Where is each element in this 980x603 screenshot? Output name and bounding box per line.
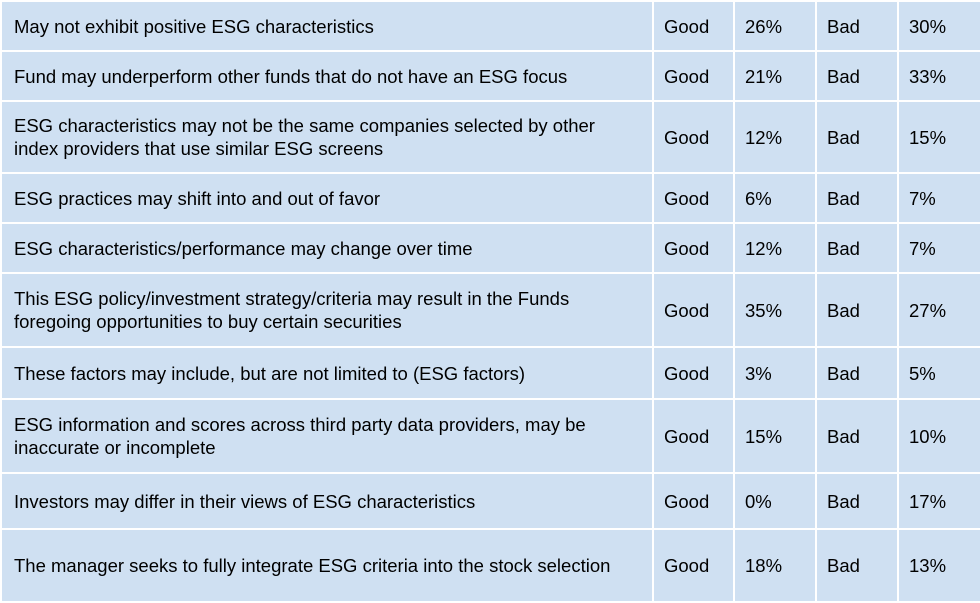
risk-cell: These factors may include, but are not l… xyxy=(0,346,654,400)
table-row: This ESG policy/investment strategy/crit… xyxy=(0,272,980,348)
good-label-cell: Good xyxy=(652,0,735,52)
risk-cell: ESG characteristics may not be the same … xyxy=(0,100,654,174)
table-row: ESG practices may shift into and out of … xyxy=(0,172,980,224)
good-label-cell: Good xyxy=(652,172,735,224)
bad-label-cell: Bad xyxy=(815,346,899,400)
good-label-cell: Good xyxy=(652,472,735,530)
good-value-cell: 6% xyxy=(733,172,817,224)
good-value-cell: 26% xyxy=(733,0,817,52)
good-value-cell: 3% xyxy=(733,346,817,400)
good-label-cell: Good xyxy=(652,346,735,400)
risk-cell: ESG characteristics/performance may chan… xyxy=(0,222,654,274)
bad-value-cell: 17% xyxy=(897,472,980,530)
bad-value-cell: 7% xyxy=(897,222,980,274)
good-label-cell: Good xyxy=(652,50,735,102)
risk-cell: The manager seeks to fully integrate ESG… xyxy=(0,528,654,603)
bad-value-cell: 33% xyxy=(897,50,980,102)
good-label-cell: Good xyxy=(652,100,735,174)
table-row: The manager seeks to fully integrate ESG… xyxy=(0,528,980,603)
bad-value-cell: 13% xyxy=(897,528,980,603)
table-row: May not exhibit positive ESG characteris… xyxy=(0,0,980,52)
bad-label-cell: Bad xyxy=(815,172,899,224)
bad-value-cell: 27% xyxy=(897,272,980,348)
bad-label-cell: Bad xyxy=(815,398,899,474)
table-row: ESG characteristics/performance may chan… xyxy=(0,222,980,274)
bad-value-cell: 15% xyxy=(897,100,980,174)
bad-label-cell: Bad xyxy=(815,50,899,102)
good-value-cell: 15% xyxy=(733,398,817,474)
bad-value-cell: 10% xyxy=(897,398,980,474)
good-value-cell: 35% xyxy=(733,272,817,348)
bad-value-cell: 30% xyxy=(897,0,980,52)
bad-label-cell: Bad xyxy=(815,528,899,603)
bad-label-cell: Bad xyxy=(815,0,899,52)
table-row: Fund may underperform other funds that d… xyxy=(0,50,980,102)
bad-value-cell: 5% xyxy=(897,346,980,400)
risk-cell: This ESG policy/investment strategy/crit… xyxy=(0,272,654,348)
good-label-cell: Good xyxy=(652,528,735,603)
bad-label-cell: Bad xyxy=(815,272,899,348)
bad-label-cell: Bad xyxy=(815,100,899,174)
good-value-cell: 12% xyxy=(733,222,817,274)
bad-label-cell: Bad xyxy=(815,222,899,274)
bad-label-cell: Bad xyxy=(815,472,899,530)
risk-cell: Investors may differ in their views of E… xyxy=(0,472,654,530)
risk-cell: Fund may underperform other funds that d… xyxy=(0,50,654,102)
good-label-cell: Good xyxy=(652,272,735,348)
good-value-cell: 18% xyxy=(733,528,817,603)
bad-value-cell: 7% xyxy=(897,172,980,224)
good-value-cell: 21% xyxy=(733,50,817,102)
table-row: ESG characteristics may not be the same … xyxy=(0,100,980,174)
good-value-cell: 0% xyxy=(733,472,817,530)
good-label-cell: Good xyxy=(652,222,735,274)
good-value-cell: 12% xyxy=(733,100,817,174)
risk-cell: ESG information and scores across third … xyxy=(0,398,654,474)
good-label-cell: Good xyxy=(652,398,735,474)
risk-cell: ESG practices may shift into and out of … xyxy=(0,172,654,224)
table-row: These factors may include, but are not l… xyxy=(0,346,980,400)
table-row: Investors may differ in their views of E… xyxy=(0,472,980,530)
table-row: ESG information and scores across third … xyxy=(0,398,980,474)
risk-cell: May not exhibit positive ESG characteris… xyxy=(0,0,654,52)
